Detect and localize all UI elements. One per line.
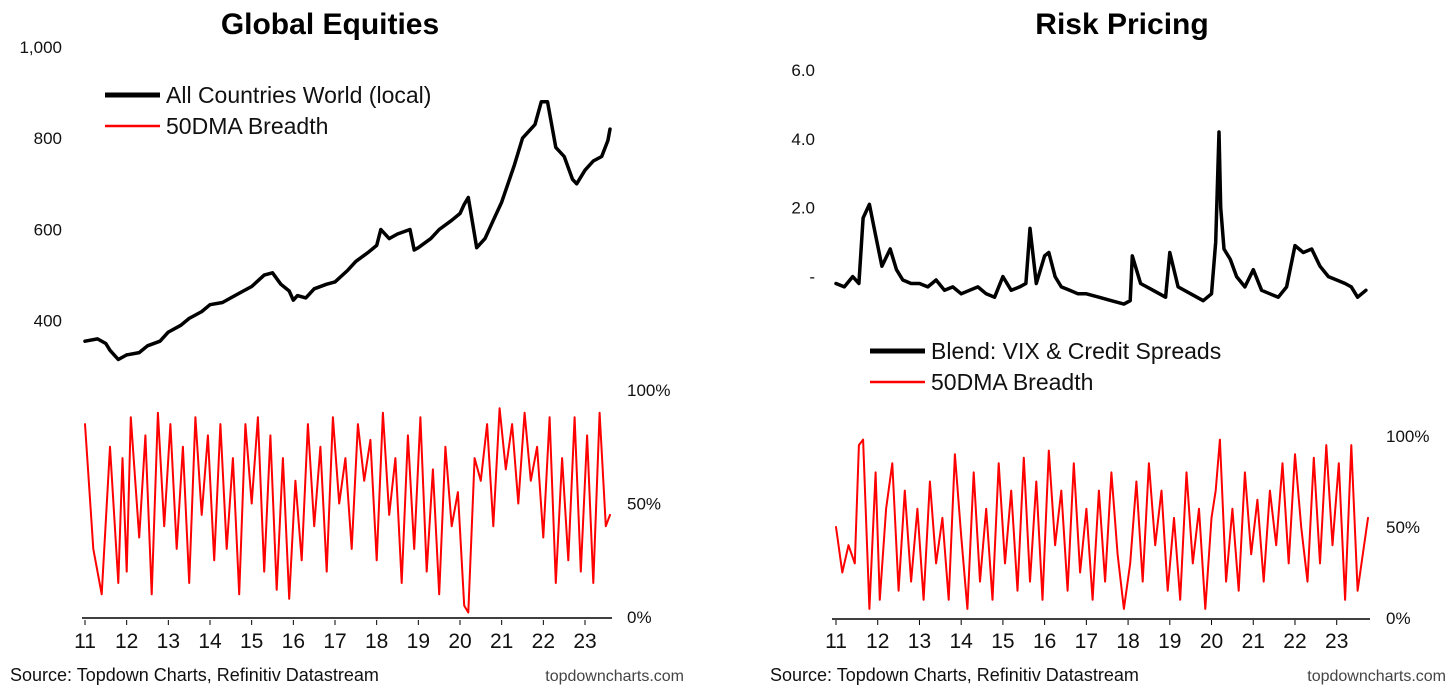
x-tick-label: 18 xyxy=(365,630,388,653)
left-tick-label: 600 xyxy=(34,220,62,239)
series-line-index xyxy=(834,130,1368,306)
x-tick-label: 12 xyxy=(866,630,889,653)
x-tick-label: 21 xyxy=(490,630,513,653)
left-tick-label: 4.0 xyxy=(791,130,815,149)
right-tick-label: 50% xyxy=(1386,518,1420,537)
x-tick-label: 18 xyxy=(1116,630,1139,653)
x-tick-label: 14 xyxy=(949,630,973,653)
x-axis-ticks: 11 12 13 14 15 16 17 18 19 20 21 22 23 xyxy=(74,620,597,653)
right-tick-label: 0% xyxy=(1386,609,1411,628)
right-tick-label: 100% xyxy=(627,381,670,400)
legend-label: Blend: VIX & Credit Spreads xyxy=(931,338,1221,364)
x-tick-label: 15 xyxy=(240,630,263,653)
left-axis-ticks: 6.0 4.0 2.0 - xyxy=(791,61,815,287)
chart-title: Global Equities xyxy=(221,8,439,41)
chart-risk-pricing: Risk Pricing 6.0 4.0 2.0 - 100% 50% 0% 11 12 13… xyxy=(770,8,1446,685)
source-note: Source: Topdown Charts, Refinitiv Datast… xyxy=(10,665,379,685)
x-tick-label: 16 xyxy=(282,630,305,653)
right-axis-ticks: 100% 50% 0% xyxy=(627,381,670,627)
x-tick-label: 20 xyxy=(448,630,471,653)
left-tick-label: 2.0 xyxy=(791,199,815,218)
x-tick-label: 23 xyxy=(1325,630,1348,653)
legend: All Countries World (local) 50DMA Breadt… xyxy=(105,82,431,139)
x-tick-label: 14 xyxy=(198,630,222,653)
series-line-breadth xyxy=(84,407,611,614)
x-tick-label: 20 xyxy=(1200,630,1223,653)
x-tick-label: 22 xyxy=(1283,630,1306,653)
right-tick-label: 0% xyxy=(627,608,652,627)
series-group xyxy=(83,99,612,614)
x-tick-label: 12 xyxy=(115,630,138,653)
left-tick-label: 800 xyxy=(34,129,62,148)
right-axis-ticks: 100% 50% 0% xyxy=(1386,427,1429,628)
x-tick-label: 11 xyxy=(74,630,96,653)
legend-label: 50DMA Breadth xyxy=(931,369,1093,395)
legend: Blend: VIX & Credit Spreads 50DMA Breadt… xyxy=(870,338,1221,395)
x-tick-label: 16 xyxy=(1033,630,1056,653)
x-tick-label: 11 xyxy=(825,630,847,653)
x-tick-label: 22 xyxy=(532,630,555,653)
left-tick-label: 6.0 xyxy=(791,61,815,80)
left-tick-label: - xyxy=(809,268,815,287)
series-line-breadth xyxy=(835,438,1369,610)
chart-title: Risk Pricing xyxy=(1035,8,1208,41)
left-tick-label: 400 xyxy=(34,312,62,331)
chart-global-equities: Global Equities 1,000 800 600 400 100% 50% 0%… xyxy=(10,8,684,685)
x-tick-label: 23 xyxy=(573,630,596,653)
legend-label: 50DMA Breadth xyxy=(166,113,328,139)
legend-label: All Countries World (local) xyxy=(166,82,431,108)
x-tick-label: 17 xyxy=(323,630,346,653)
brand-watermark: topdowncharts.com xyxy=(545,668,684,685)
source-note: Source: Topdown Charts, Refinitiv Datast… xyxy=(770,665,1139,685)
series-line-index xyxy=(83,99,612,362)
x-tick-label: 21 xyxy=(1242,630,1265,653)
right-tick-label: 50% xyxy=(627,495,661,514)
x-tick-label: 19 xyxy=(1158,630,1181,653)
series-group xyxy=(834,130,1369,610)
x-tick-label: 13 xyxy=(908,630,931,653)
right-tick-label: 100% xyxy=(1386,427,1429,446)
x-tick-label: 13 xyxy=(157,630,180,653)
x-tick-label: 17 xyxy=(1075,630,1098,653)
left-axis-ticks: 1,000 800 600 400 xyxy=(19,38,62,331)
left-tick-label: 1,000 xyxy=(19,38,62,57)
brand-watermark: topdowncharts.com xyxy=(1307,668,1446,685)
x-tick-label: 19 xyxy=(407,630,430,653)
x-tick-label: 15 xyxy=(991,630,1014,653)
x-axis-ticks: 11 12 13 14 15 16 17 18 19 20 21 22 23 xyxy=(825,620,1348,653)
